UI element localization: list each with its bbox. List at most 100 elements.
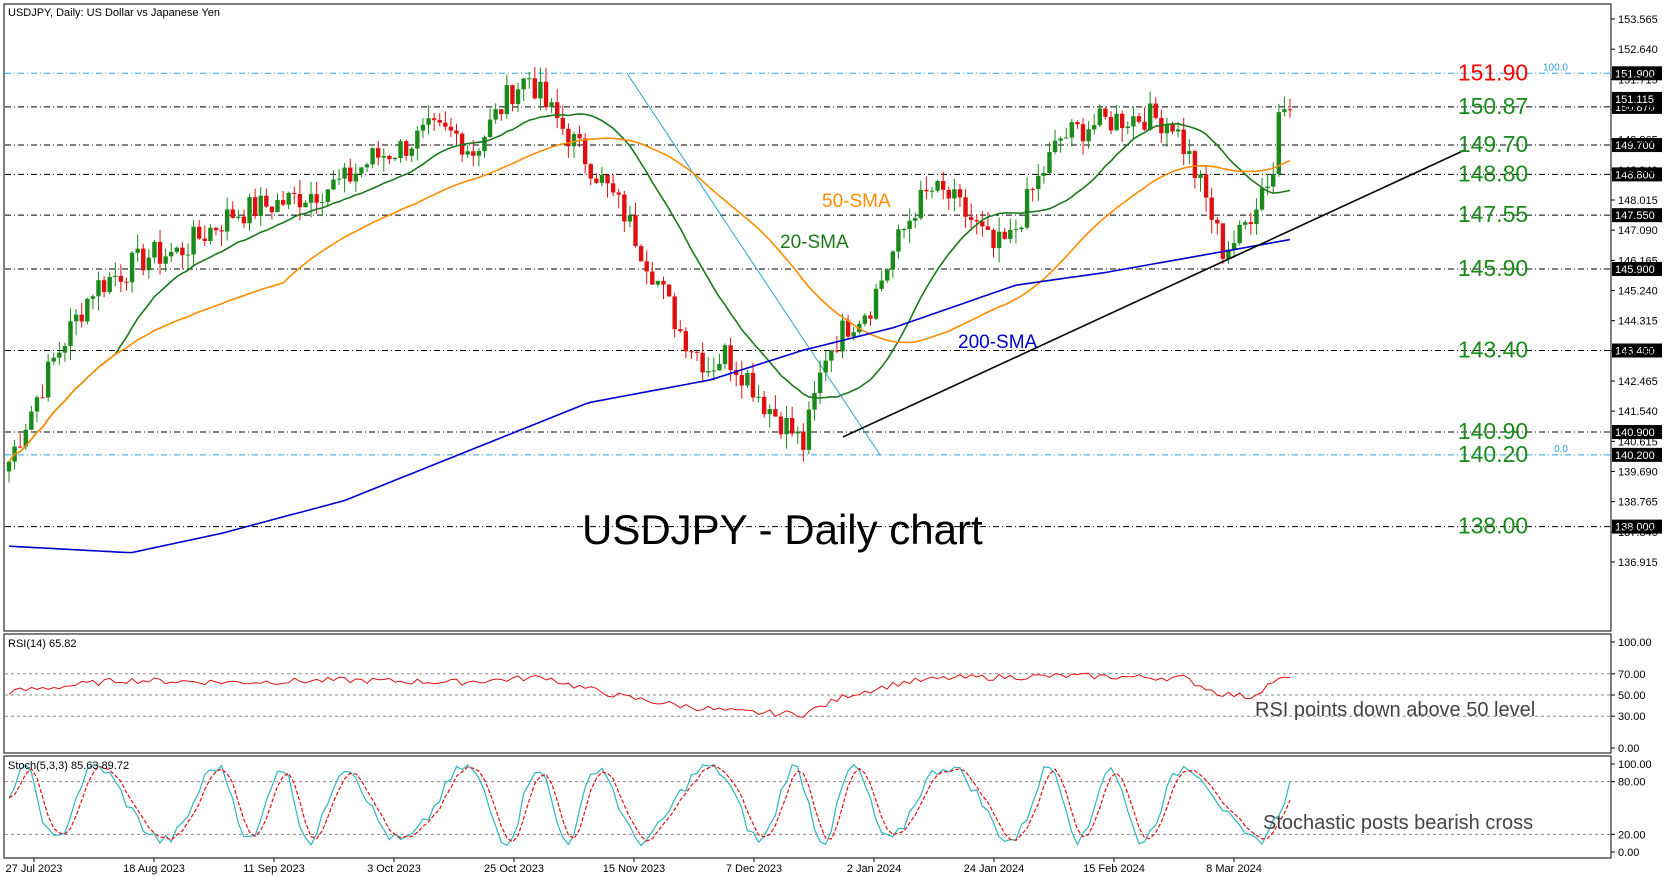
level-label: 145.90 [1458, 255, 1528, 281]
candle-up [1265, 186, 1270, 188]
fib-high-label: 100.0 [1543, 62, 1568, 73]
candle-down [1153, 103, 1158, 118]
level-tag: 149.700 [1615, 140, 1655, 152]
candle-up [487, 119, 493, 137]
date-label: 15 Feb 2024 [1083, 863, 1145, 875]
level-label: 147.55 [1458, 201, 1528, 227]
candle-down [622, 194, 627, 222]
stoch-signal-line [8, 764, 1291, 843]
candle-down [555, 102, 560, 119]
candle-down [633, 215, 638, 247]
candle-up [398, 141, 403, 158]
candle-up [1164, 124, 1170, 134]
candle-up [129, 252, 135, 283]
price-tick-label: 150.790 [1618, 105, 1658, 117]
candle-up [1198, 174, 1203, 178]
candle-up [1069, 122, 1075, 138]
candle-up [706, 371, 711, 373]
candle-down [348, 167, 353, 182]
price-tick-label: 152.640 [1618, 44, 1658, 56]
level-label: 138.00 [1458, 513, 1528, 539]
candle-up [146, 257, 152, 271]
candle-up [840, 320, 845, 352]
candle-down [1209, 197, 1214, 220]
candle-up [549, 102, 554, 108]
candle-up [1052, 140, 1058, 153]
candle-up [504, 85, 510, 115]
date-label: 2 Jan 2024 [847, 863, 901, 875]
date-label: 18 Aug 2023 [123, 863, 185, 875]
date-label: 3 Oct 2023 [367, 863, 421, 875]
candle-up [1175, 129, 1181, 132]
date-label: 24 Jan 2024 [964, 863, 1025, 875]
candle-down [957, 189, 963, 198]
candle-down [761, 396, 767, 415]
candle-up [426, 118, 431, 125]
candle-up [163, 256, 168, 264]
level-tag-bg [1612, 66, 1662, 81]
candle-up [247, 197, 252, 224]
stoch-tick-label: 80.00 [1618, 777, 1646, 789]
candle-up [806, 409, 812, 450]
rsi-note: RSI points down above 50 level [1255, 699, 1535, 721]
current-price-bg [1612, 91, 1662, 106]
candle-down [834, 350, 840, 352]
level-label: 143.40 [1458, 337, 1528, 363]
candle-down [269, 206, 275, 213]
candle-up [907, 220, 912, 230]
candle-down [605, 174, 610, 184]
candle-up [929, 190, 935, 192]
candle-up [174, 247, 180, 252]
candle-up [1226, 249, 1231, 259]
candle-down [1119, 113, 1125, 129]
candle-down [968, 216, 974, 221]
price-tick-label: 153.565 [1618, 14, 1658, 26]
candle-up [275, 200, 280, 213]
candle-up [381, 155, 386, 158]
candle-down [241, 216, 247, 224]
candle-up [107, 276, 112, 293]
price-tick-label: 145.240 [1618, 286, 1658, 298]
candle-up [817, 372, 823, 394]
date-label: 8 Mar 2024 [1206, 863, 1262, 875]
fib-diagonal [626, 73, 881, 456]
candle-down [196, 226, 202, 239]
candle-down [946, 189, 951, 199]
candle-down [588, 164, 593, 179]
candle-up [901, 229, 907, 231]
candle-down [443, 122, 448, 127]
candle-down [739, 375, 744, 386]
candle-up [1013, 229, 1019, 231]
candle-down [40, 397, 45, 399]
rsi-tick-label: 50.00 [1618, 690, 1646, 702]
level-tag: 138.000 [1615, 522, 1655, 534]
candle-up [258, 195, 263, 216]
candle-up [29, 411, 34, 430]
candle-down [734, 370, 739, 376]
date-label: 15 Nov 2023 [603, 863, 665, 875]
candle-up [1086, 129, 1091, 142]
candle-up [62, 346, 68, 353]
candle-up [829, 350, 834, 361]
candle-down [582, 138, 588, 165]
candle-down [789, 417, 795, 434]
candle-up [73, 314, 79, 322]
candle-down [219, 230, 224, 232]
candle-up [1131, 116, 1136, 127]
candle-up [795, 431, 800, 434]
candle-down [1220, 223, 1226, 259]
candle-up [364, 164, 370, 168]
candle-down [661, 280, 666, 285]
candle-down [141, 248, 146, 271]
candle-up [571, 133, 577, 147]
candle-down [297, 194, 303, 208]
level-tag: 140.200 [1615, 450, 1655, 462]
series-label: 200-SMA [958, 332, 1038, 353]
candle-up [1254, 209, 1259, 225]
level-tag-bg [1612, 138, 1662, 153]
date-label: 7 Dec 2023 [726, 863, 782, 875]
candle-up [1041, 173, 1047, 176]
candle-up [6, 461, 12, 472]
candle-down [403, 141, 409, 156]
